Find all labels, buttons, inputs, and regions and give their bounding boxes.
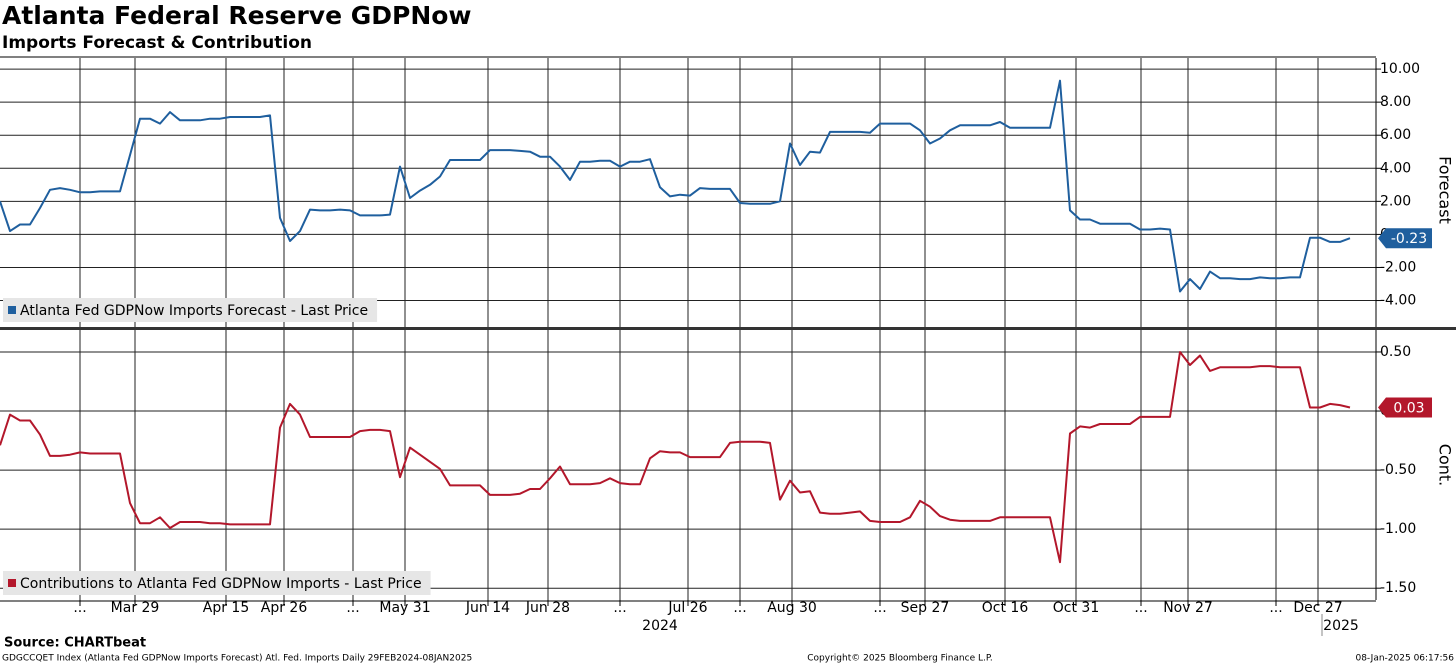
y-tick-label: 8.00 — [1380, 94, 1411, 110]
x-tick-label: May 31 — [379, 600, 430, 616]
x-tick-label: ... — [73, 600, 86, 616]
y-tick-label: 0.50 — [1380, 344, 1411, 360]
legend-label: Atlanta Fed GDPNow Imports Forecast - La… — [20, 303, 368, 319]
x-tick-label: ... — [873, 600, 886, 616]
x-tick-label: Sep 27 — [901, 600, 950, 616]
x-tick-label: Jun 28 — [525, 600, 570, 616]
legend-swatch — [8, 306, 16, 314]
y-axis-label: Forecast — [1436, 156, 1455, 224]
copyright: Copyright© 2025 Bloomberg Finance L.P. — [807, 654, 992, 664]
x-tick-label: Oct 16 — [982, 600, 1029, 616]
x-tick-label: ... — [1134, 600, 1147, 616]
last-price-label: 0.03 — [1393, 400, 1424, 416]
y-tick-label: -2.00 — [1380, 259, 1416, 275]
x-tick-label: Apr 26 — [261, 600, 308, 616]
chart-subtitle: Imports Forecast & Contribution — [2, 33, 312, 53]
x-year-label: 2024 — [642, 618, 678, 634]
y-tick-label: -1.00 — [1380, 521, 1416, 537]
x-tick-label: ... — [613, 600, 626, 616]
x-year-label: 2025 — [1323, 618, 1359, 634]
series-line — [0, 351, 1351, 564]
chart-title: Atlanta Federal Reserve GDPNow — [2, 1, 472, 30]
timestamp: 08-Jan-2025 06:17:56 — [1355, 654, 1454, 664]
y-tick-label: -0.50 — [1380, 462, 1416, 478]
y-tick-label: -4.00 — [1380, 293, 1416, 309]
last-price-tag — [1378, 228, 1432, 249]
x-tick-label: Aug 30 — [767, 600, 817, 616]
x-tick-label: ... — [1269, 600, 1282, 616]
legend-box — [3, 298, 378, 322]
last-price-tag — [1378, 397, 1432, 418]
x-tick-label: Jun 14 — [465, 600, 510, 616]
last-price-label: -0.23 — [1391, 231, 1427, 247]
legend: Atlanta Fed GDPNow Imports Forecast - La… — [3, 298, 378, 322]
legend-swatch — [8, 579, 16, 587]
y-axis-label: Cont. — [1436, 444, 1455, 486]
y-tick-label: 4.00 — [1380, 160, 1411, 176]
x-tick-label: Mar 29 — [111, 600, 160, 616]
legend-box — [3, 571, 431, 595]
x-tick-label: Oct 31 — [1053, 600, 1099, 616]
footer-description: GDGCCQET Index (Atlanta Fed GDPNow Impor… — [2, 654, 472, 664]
y-tick-label: 10.00 — [1380, 61, 1420, 77]
x-tick-label: Dec 27 — [1293, 600, 1342, 616]
source: Source: CHARTbeat — [4, 636, 146, 651]
x-tick-label: Jul 26 — [667, 600, 707, 616]
x-tick-label: Nov 27 — [1163, 600, 1213, 616]
x-tick-label: ... — [346, 600, 359, 616]
legend-label: Contributions to Atlanta Fed GDPNow Impo… — [20, 576, 422, 592]
x-tick-label: ... — [733, 600, 746, 616]
series-line — [0, 79, 1351, 293]
y-tick-label: 6.00 — [1380, 127, 1411, 143]
x-tick-label: Apr 15 — [203, 600, 249, 616]
y-tick-label: -1.50 — [1380, 580, 1416, 596]
legend: Contributions to Atlanta Fed GDPNow Impo… — [3, 571, 431, 595]
y-tick-label: 2.00 — [1380, 193, 1411, 209]
